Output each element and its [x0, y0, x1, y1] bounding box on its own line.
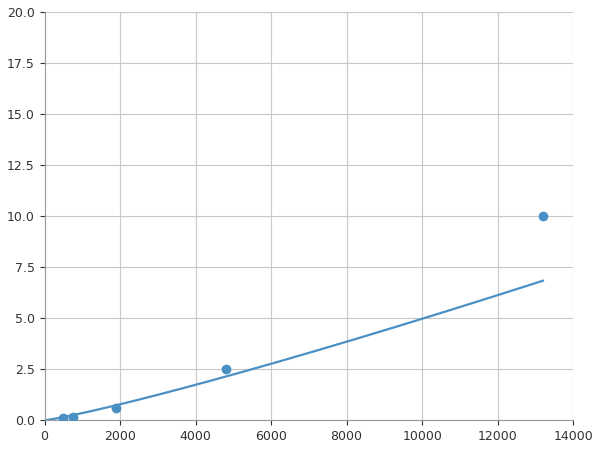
Point — [68, 414, 77, 421]
Point — [221, 366, 230, 373]
Point — [112, 405, 121, 412]
Point — [538, 212, 548, 220]
Point — [59, 415, 68, 422]
